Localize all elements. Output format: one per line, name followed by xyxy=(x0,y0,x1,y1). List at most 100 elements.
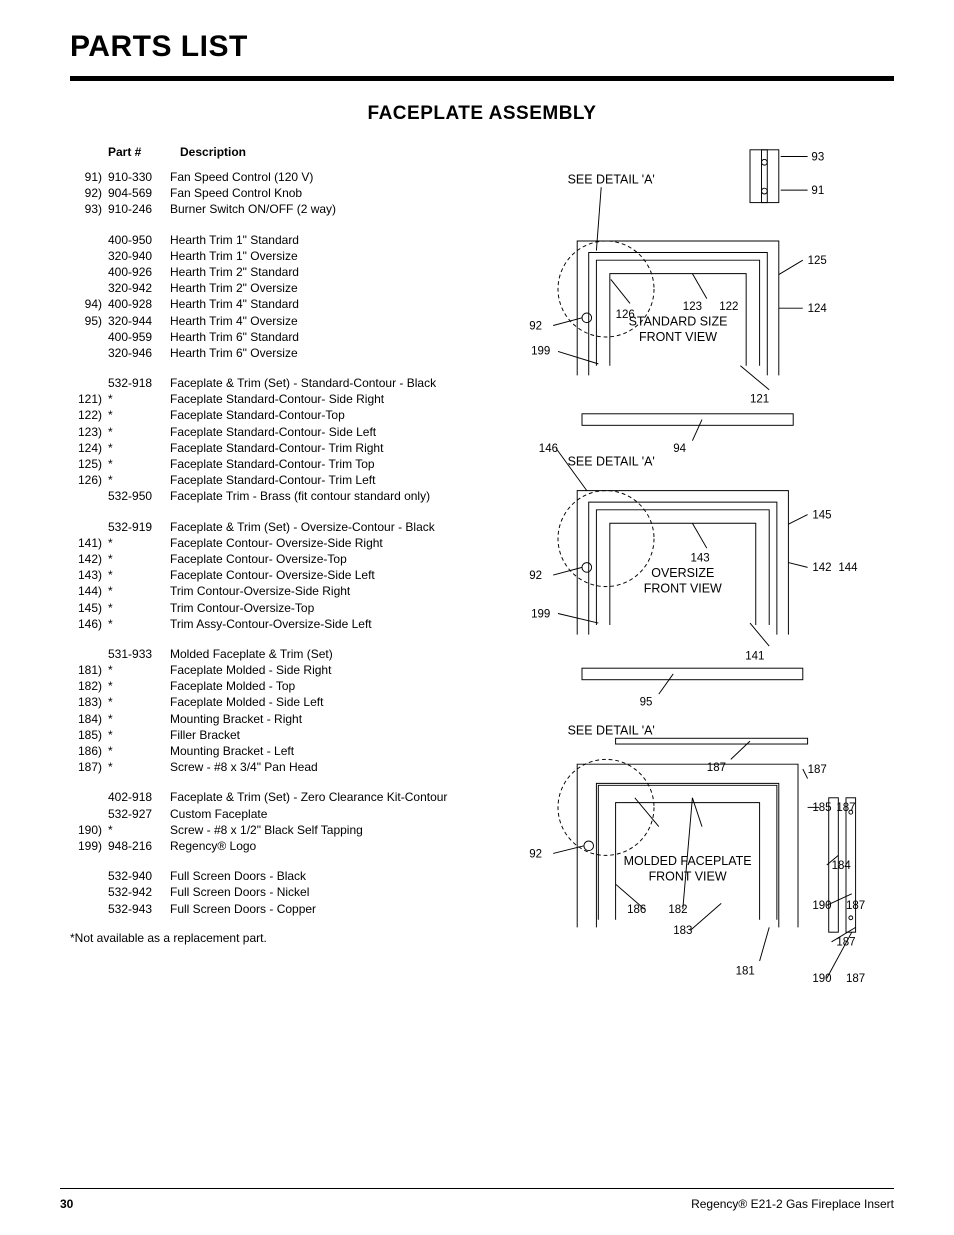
row-part-number: * xyxy=(108,600,170,616)
parts-row: 123)*Faceplate Standard-Contour- Side Le… xyxy=(70,424,500,440)
row-part-number: * xyxy=(108,535,170,551)
parts-row: 183)*Faceplate Molded - Side Left xyxy=(70,694,500,710)
row-description: Trim Assy-Contour-Oversize-Side Left xyxy=(170,616,500,632)
parts-row: 143)*Faceplate Contour- Oversize-Side Le… xyxy=(70,567,500,583)
row-description: Hearth Trim 4" Standard xyxy=(170,296,500,312)
parts-row: 320-942Hearth Trim 2" Oversize xyxy=(70,280,500,296)
parts-group: 532-918Faceplate & Trim (Set) - Standard… xyxy=(70,375,500,505)
row-index xyxy=(70,329,108,345)
row-index: 190) xyxy=(70,822,108,838)
row-index: 91) xyxy=(70,169,108,185)
svg-text:OVERSIZE: OVERSIZE xyxy=(651,566,714,580)
parts-row: 532-943Full Screen Doors - Copper xyxy=(70,901,500,917)
svg-text:187: 187 xyxy=(707,762,726,774)
svg-text:95: 95 xyxy=(640,697,653,709)
row-part-number: 532-918 xyxy=(108,375,170,391)
row-index: 199) xyxy=(70,838,108,854)
row-index xyxy=(70,884,108,900)
svg-text:187: 187 xyxy=(808,764,827,776)
column-headers: Part # Description xyxy=(70,145,500,159)
svg-text:183: 183 xyxy=(673,925,692,937)
row-index xyxy=(70,901,108,917)
row-index: 141) xyxy=(70,535,108,551)
row-index xyxy=(70,789,108,805)
svg-text:141: 141 xyxy=(745,651,764,663)
svg-text:184: 184 xyxy=(832,860,852,872)
row-part-number: 531-933 xyxy=(108,646,170,662)
svg-text:190: 190 xyxy=(812,973,831,985)
svg-text:94: 94 xyxy=(673,443,686,455)
footer-rule xyxy=(60,1188,894,1189)
parts-row: 124)*Faceplate Standard-Contour- Trim Ri… xyxy=(70,440,500,456)
row-part-number: 910-246 xyxy=(108,201,170,217)
svg-text:146: 146 xyxy=(539,443,558,455)
row-part-number: * xyxy=(108,711,170,727)
parts-row: 400-950Hearth Trim 1" Standard xyxy=(70,232,500,248)
row-index: 142) xyxy=(70,551,108,567)
row-part-number: 532-950 xyxy=(108,488,170,504)
row-index xyxy=(70,280,108,296)
svg-text:123: 123 xyxy=(683,301,702,313)
row-description: Hearth Trim 6" Oversize xyxy=(170,345,500,361)
row-index xyxy=(70,264,108,280)
row-part-number: * xyxy=(108,759,170,775)
row-description: Faceplate Trim - Brass (fit contour stan… xyxy=(170,488,500,504)
row-description: Faceplate Contour- Oversize-Side Left xyxy=(170,567,500,583)
row-description: Faceplate & Trim (Set) - Standard-Contou… xyxy=(170,375,500,391)
row-part-number: * xyxy=(108,440,170,456)
row-part-number: 400-928 xyxy=(108,296,170,312)
row-part-number: * xyxy=(108,616,170,632)
parts-row: 402-918Faceplate & Trim (Set) - Zero Cle… xyxy=(70,789,500,805)
row-part-number: 400-926 xyxy=(108,264,170,280)
row-part-number: 532-940 xyxy=(108,868,170,884)
parts-row: 142)*Faceplate Contour- Oversize-Top xyxy=(70,551,500,567)
row-index: 124) xyxy=(70,440,108,456)
parts-row: 95)320-944Hearth Trim 4" Oversize xyxy=(70,313,500,329)
header-part: Part # xyxy=(108,145,180,159)
row-part-number: 910-330 xyxy=(108,169,170,185)
svg-text:92: 92 xyxy=(529,320,542,332)
row-part-number: 532-927 xyxy=(108,806,170,822)
row-part-number: 904-569 xyxy=(108,185,170,201)
parts-row: 320-940Hearth Trim 1" Oversize xyxy=(70,248,500,264)
row-description: Mounting Bracket - Left xyxy=(170,743,500,759)
parts-row: 185)*Filler Bracket xyxy=(70,727,500,743)
parts-row: 532-950Faceplate Trim - Brass (fit conto… xyxy=(70,488,500,504)
row-part-number: * xyxy=(108,456,170,472)
row-index: 95) xyxy=(70,313,108,329)
row-description: Hearth Trim 6" Standard xyxy=(170,329,500,345)
parts-row: 532-919Faceplate & Trim (Set) - Oversize… xyxy=(70,519,500,535)
row-index: 94) xyxy=(70,296,108,312)
row-index: 181) xyxy=(70,662,108,678)
row-description: Faceplate Standard-Contour- Trim Left xyxy=(170,472,500,488)
row-part-number: * xyxy=(108,743,170,759)
svg-text:182: 182 xyxy=(668,904,687,916)
row-part-number: * xyxy=(108,472,170,488)
row-description: Screw - #8 x 3/4" Pan Head xyxy=(170,759,500,775)
parts-row: 94)400-928Hearth Trim 4" Standard xyxy=(70,296,500,312)
svg-text:FRONT VIEW: FRONT VIEW xyxy=(644,581,722,595)
svg-text:186: 186 xyxy=(627,904,646,916)
svg-text:STANDARD SIZE: STANDARD SIZE xyxy=(629,314,728,328)
svg-text:145: 145 xyxy=(812,509,831,521)
row-part-number: 400-959 xyxy=(108,329,170,345)
parts-row: 145)*Trim Contour-Oversize-Top xyxy=(70,600,500,616)
parts-row: 91)910-330Fan Speed Control (120 V) xyxy=(70,169,500,185)
parts-row: 187)*Screw - #8 x 3/4" Pan Head xyxy=(70,759,500,775)
row-part-number: 532-943 xyxy=(108,901,170,917)
row-index xyxy=(70,232,108,248)
row-part-number: 402-918 xyxy=(108,789,170,805)
row-part-number: 320-940 xyxy=(108,248,170,264)
parts-row: 532-927Custom Faceplate xyxy=(70,806,500,822)
row-description: Full Screen Doors - Nickel xyxy=(170,884,500,900)
parts-row: 144)*Trim Contour-Oversize-Side Right xyxy=(70,583,500,599)
row-part-number: * xyxy=(108,551,170,567)
svg-text:199: 199 xyxy=(531,345,550,357)
row-part-number: * xyxy=(108,583,170,599)
parts-row: 532-942Full Screen Doors - Nickel xyxy=(70,884,500,900)
doc-title: Regency® E21-2 Gas Fireplace Insert xyxy=(691,1197,894,1211)
row-index: 145) xyxy=(70,600,108,616)
row-part-number: 400-950 xyxy=(108,232,170,248)
row-description: Faceplate & Trim (Set) - Zero Clearance … xyxy=(170,789,500,805)
parts-group: 531-933Molded Faceplate & Trim (Set)181)… xyxy=(70,646,500,776)
